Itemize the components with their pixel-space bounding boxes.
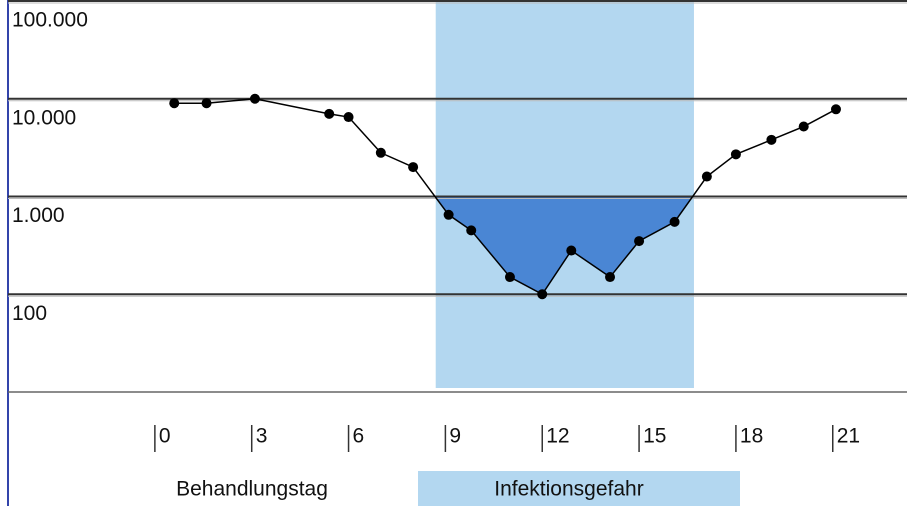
y-tick-label: 100.000: [12, 9, 88, 32]
data-point: [766, 134, 777, 145]
x-axis-label: Behandlungstag: [176, 478, 328, 501]
x-tick-label: 9: [449, 425, 461, 448]
data-point: [537, 289, 548, 300]
x-tick-label: 12: [546, 425, 569, 448]
x-tick-label: 18: [740, 425, 763, 448]
x-tick-label: 3: [256, 425, 268, 448]
data-point: [466, 225, 477, 236]
x-tick-label: 0: [159, 425, 171, 448]
data-point: [443, 209, 454, 220]
data-point: [201, 98, 212, 109]
data-point: [504, 272, 515, 283]
data-point: [798, 121, 809, 132]
data-point: [408, 162, 419, 173]
data-point: [249, 93, 260, 104]
data-point: [566, 245, 577, 256]
y-tick-label: 1.000: [12, 204, 65, 227]
data-point: [830, 104, 841, 115]
data-point: [343, 112, 354, 123]
legend-label: Infektionsgefahr: [494, 478, 643, 501]
data-point: [669, 216, 680, 227]
data-point: [634, 236, 645, 247]
x-tick-label: 6: [353, 425, 365, 448]
data-point: [375, 147, 386, 158]
risk-band: [435, 0, 694, 388]
data-point: [605, 272, 616, 283]
x-tick-label: 15: [643, 425, 666, 448]
data-point: [324, 108, 335, 119]
legend-swatch: [418, 471, 740, 506]
x-tick-label: 21: [837, 425, 860, 448]
y-tick-label: 10.000: [12, 106, 76, 129]
data-point: [730, 149, 741, 160]
data-point: [169, 98, 180, 109]
y-tick-label: 100: [12, 302, 47, 325]
data-point: [701, 171, 712, 182]
